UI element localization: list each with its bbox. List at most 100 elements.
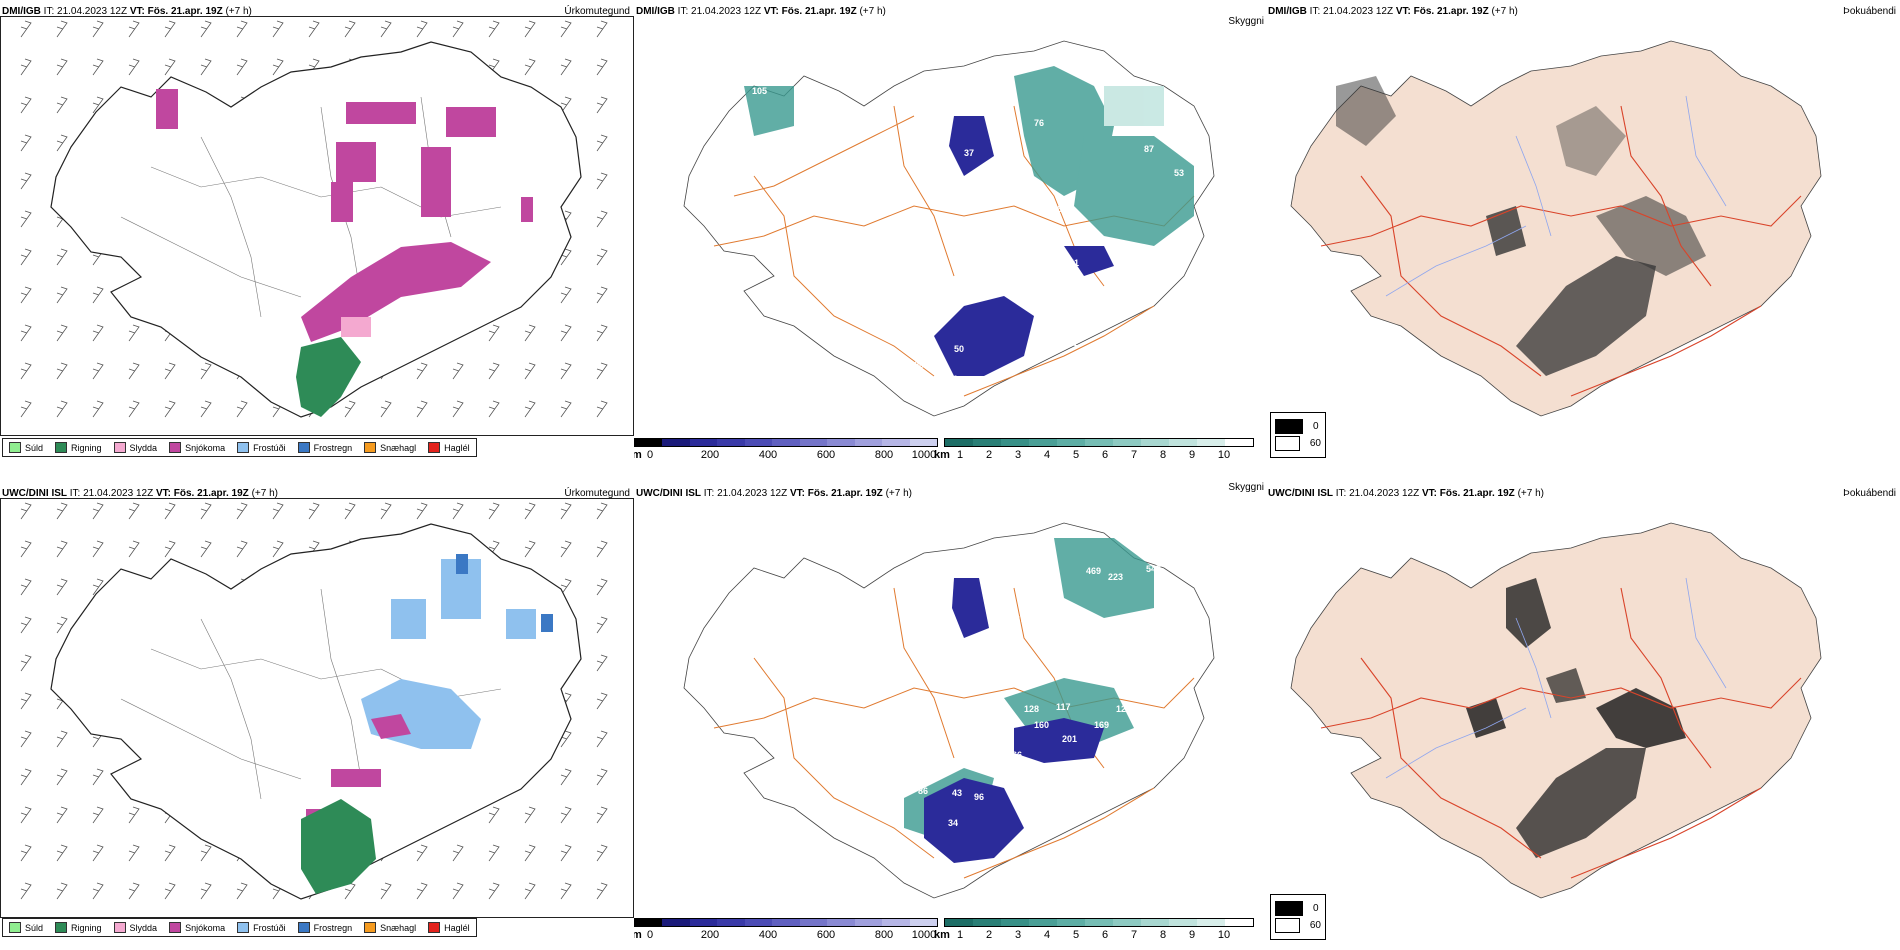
- vis-label: 53: [1174, 168, 1184, 178]
- fog-map: [1290, 40, 1822, 417]
- wind-barb: [524, 844, 536, 862]
- wind-barb: [236, 882, 248, 900]
- lead-time: (+7 h): [885, 488, 912, 499]
- fog-shading: [1336, 76, 1706, 376]
- wind-barb: [20, 654, 32, 672]
- wind-barb: [524, 806, 536, 824]
- precip-map: [0, 16, 634, 436]
- cloud-tick: 4: [1043, 449, 1051, 461]
- wind-barb: [596, 210, 608, 228]
- wind-barb: [452, 502, 464, 520]
- wind-barb: [20, 248, 32, 266]
- wind-barb: [272, 502, 284, 520]
- freezing-rain-areas: [456, 554, 553, 632]
- wind-barb: [236, 58, 248, 76]
- wind-barb: [164, 362, 176, 380]
- vis-label: 128: [1024, 704, 1039, 714]
- vis-label: 37: [964, 148, 974, 158]
- wind-barb: [20, 400, 32, 418]
- wind-barb: [380, 502, 392, 520]
- vis-tick: 400: [758, 929, 778, 941]
- wind-barb: [236, 540, 248, 558]
- wind-barb: [596, 172, 608, 190]
- precip-legend: Súld Rigning Slydda Snjókoma Frostúði Fr…: [2, 918, 477, 937]
- cloud-colorbar: km 1 2 3 4 5 6 7 8 9 10: [934, 918, 1254, 948]
- wind-barb: [56, 616, 68, 634]
- vis-label: 14: [1052, 650, 1062, 660]
- wind-barb: [92, 20, 104, 38]
- cloud-tick: 6: [1101, 449, 1109, 461]
- sleet-areas: [341, 317, 371, 337]
- legend-rigning: Rigning: [55, 442, 102, 453]
- wind-barb: [488, 324, 500, 342]
- wind-barb: [596, 806, 608, 824]
- wind-barb: [200, 882, 212, 900]
- vis-label: 469: [1086, 566, 1101, 576]
- valid-label: VT:: [1421, 488, 1437, 499]
- valid-label: VT:: [789, 488, 805, 499]
- wind-barb: [560, 286, 572, 304]
- vis-label: 223: [1108, 572, 1123, 582]
- wind-barb: [200, 502, 212, 520]
- wind-barb: [380, 20, 392, 38]
- vis-label: 46: [989, 110, 999, 120]
- vis-tick: 1000: [911, 929, 937, 941]
- cloud-tick: 10: [1217, 449, 1231, 461]
- vis-unit: m: [634, 929, 642, 941]
- wind-barb: [488, 502, 500, 520]
- wind-barb: [524, 20, 536, 38]
- wind-barb: [200, 540, 212, 558]
- wind-barb: [488, 806, 500, 824]
- panel-fog-dmi: DMI/IGB IT: 21.04.2023 12Z VT: Fös. 21.a…: [1266, 0, 1900, 470]
- vis-label: 87: [1144, 144, 1154, 154]
- wind-barb: [92, 58, 104, 76]
- wind-barb: [344, 882, 356, 900]
- panel-header: UWC/DINI ISL IT: 21.04.2023 12Z VT: Fös.…: [1268, 488, 1544, 499]
- fog-legend-max: 60: [1275, 436, 1321, 451]
- vis-tick: 0: [646, 449, 654, 461]
- panel-title: Skyggni: [1228, 16, 1264, 27]
- wind-barb: [308, 502, 320, 520]
- cloud-tick: 8: [1159, 929, 1167, 941]
- wind-barb: [20, 540, 32, 558]
- vis-tick: 800: [874, 449, 894, 461]
- wind-barb: [524, 324, 536, 342]
- legend-slydda: Slydda: [113, 922, 157, 933]
- wind-barb: [200, 20, 212, 38]
- wind-barb: [20, 806, 32, 824]
- cloud-tick: 3: [1014, 449, 1022, 461]
- fog-roads: [1320, 587, 1802, 879]
- precip-legend: Súld Rigning Slydda Snjókoma Frostúði Fr…: [2, 438, 477, 457]
- wind-barb: [92, 324, 104, 342]
- vis-tick: 400: [758, 449, 778, 461]
- valid-time: Fös. 21.apr. 19Z: [147, 6, 223, 17]
- init-time: IT: 21.04.2023 12Z: [1335, 488, 1420, 499]
- wind-barb: [56, 882, 68, 900]
- wind-barb: [416, 502, 428, 520]
- wind-barb: [20, 768, 32, 786]
- cloud-unit: km: [934, 449, 950, 461]
- wind-barb: [20, 882, 32, 900]
- wind-barb: [56, 578, 68, 596]
- vis-label: 160: [1034, 720, 1049, 730]
- model-name: DMI/IGB: [636, 6, 675, 17]
- wind-barb: [272, 58, 284, 76]
- wind-barb: [92, 806, 104, 824]
- init-time: IT: 21.04.2023 12Z: [1309, 6, 1394, 17]
- vis-label: 221: [1154, 608, 1169, 618]
- wind-barb: [560, 20, 572, 38]
- wind-barb: [56, 540, 68, 558]
- wind-barb: [596, 502, 608, 520]
- road-network: [713, 587, 1195, 879]
- legend-frostudi: Frostúði: [237, 922, 286, 933]
- wind-barb: [560, 58, 572, 76]
- model-name: UWC/DINI ISL: [636, 488, 701, 499]
- cloud-colorbar: km 1 2 3 4 5 6 7 8 9 10: [934, 438, 1254, 468]
- cloud-base-areas: [744, 66, 1194, 246]
- vis-label: 281: [1028, 668, 1043, 678]
- lead-time: (+7 h): [251, 488, 278, 499]
- wind-barb: [380, 400, 392, 418]
- vis-label: 50: [948, 374, 958, 384]
- vis-tick: 600: [816, 929, 836, 941]
- init-time: IT: 21.04.2023 12Z: [703, 488, 788, 499]
